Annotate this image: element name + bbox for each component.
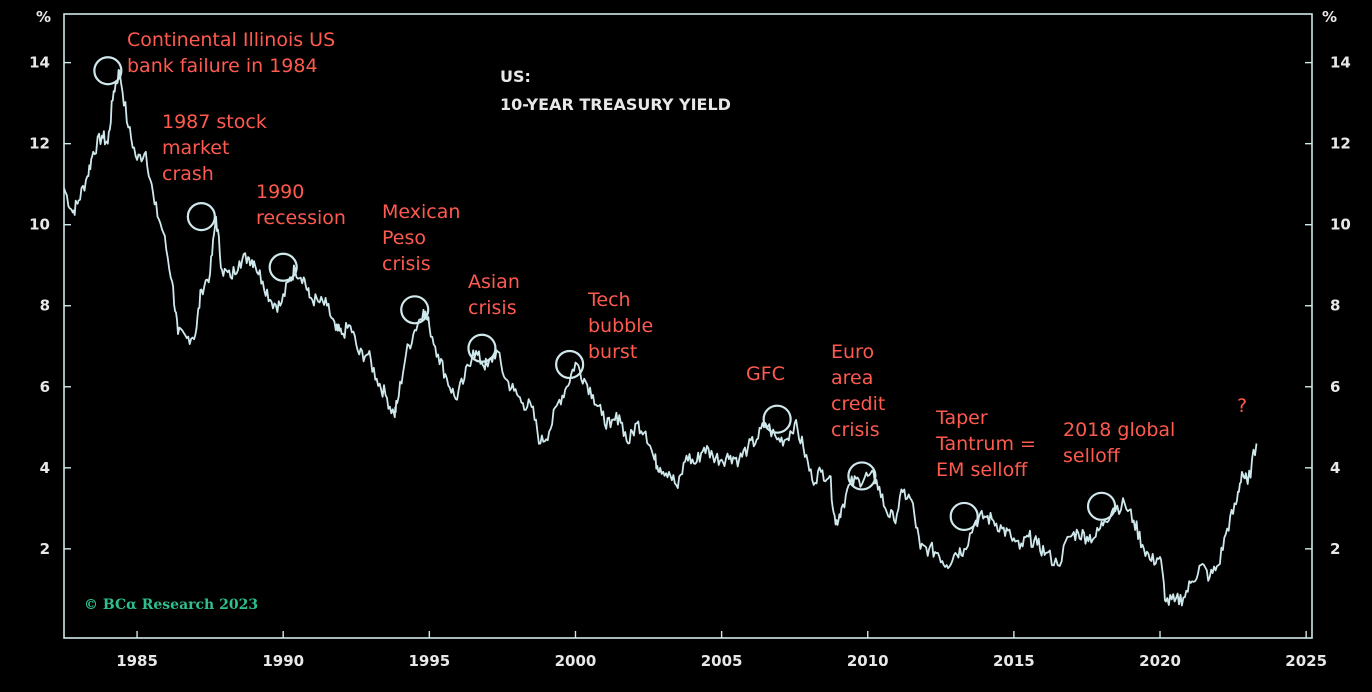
annotation-line: Continental Illinois US [127,29,335,51]
credit-label: © BCα Research 2023 [84,597,258,613]
annotation: Euro area credit crisis [831,341,885,491]
chart-subtitle: 10-YEAR TREASURY YIELD [500,95,731,114]
annotation-circle [400,295,430,325]
annotation-line: crisis [382,253,431,275]
annotation: Tech bubble burst [555,289,653,380]
x-tick-label: 1990 [262,652,304,670]
annotation-circle [847,461,877,491]
annotation-line: GFC [746,363,785,385]
annotation: ? [1237,395,1247,417]
annotation-label: Continental Illinois US bank failure in 1… [127,29,335,77]
annotation-line: selloff [1063,445,1121,467]
annotation-line: 1990 [256,181,304,203]
annotation-line: market [162,137,229,159]
annotation-label: Taper Tantrum = EM selloff [935,407,1036,481]
x-tick-label: 2005 [701,652,743,670]
annotation-line: Asian [468,271,520,293]
annotation-line: Euro [831,341,874,363]
annotation-line: Tech [587,289,631,311]
y-tick-label-right: 12 [1330,135,1351,153]
event-annotations: Continental Illinois US bank failure in 1… [93,29,1247,532]
annotation-line: bank failure in 1984 [127,55,318,77]
y-tick-label-right: 4 [1330,459,1340,477]
annotation-circle [93,56,123,86]
x-tick-label: 2015 [993,652,1035,670]
y-tick-label-left: 2 [40,540,50,558]
x-tick-label: 1995 [408,652,450,670]
annotation-line: credit [831,393,885,415]
y-tick-label-right: 6 [1330,378,1340,396]
annotation-label: GFC [746,363,785,385]
y-tick-label-left: 12 [29,135,50,153]
annotation-circle [268,252,298,282]
annotation-label: 2018 global selloff [1063,419,1175,467]
y-tick-label-right: 8 [1330,297,1340,315]
y-tick-label-left: 8 [40,297,50,315]
x-tick-label: 2010 [847,652,889,670]
annotation-line: Peso [382,227,426,249]
y-tick-label-left: 10 [29,216,50,234]
annotation-line: 2018 global [1063,419,1175,441]
y-unit-left: % [36,8,51,26]
annotation-circle [762,404,792,434]
y-unit-right: % [1322,8,1337,26]
annotation-label: Asian crisis [468,271,520,319]
y-tick-label-left: 6 [40,378,50,396]
axis-ticks: 1985 1990 1995 2000 2005 2010 2015 2020 2025 2 2 4 4… [29,54,1351,670]
annotation-label: 1987 stock market crash [162,111,267,185]
annotation-line: crisis [468,297,517,319]
y-tick-label-right: 2 [1330,540,1340,558]
annotation-circle [555,349,585,380]
annotation-line: Mexican [382,201,460,223]
annotation-line: crisis [831,419,880,441]
annotation-line: area [831,367,873,389]
annotation-circle [186,201,216,232]
annotation: Taper Tantrum = EM selloff [935,407,1036,532]
x-tick-label: 2000 [555,652,597,670]
annotation: 2018 global selloff [1063,419,1175,521]
chart-title: US: [500,67,531,86]
annotation: Continental Illinois US bank failure in 1… [93,29,335,86]
annotation-label: Euro area credit crisis [831,341,885,441]
annotation: 1987 stock market crash [162,111,267,232]
annotation-label: Mexican Peso crisis [382,201,460,275]
annotation: 1990 recession [256,181,346,282]
annotation-line: Tantrum = [935,433,1036,455]
y-tick-label-left: 14 [29,54,50,72]
yield-series-line [63,69,1258,607]
y-tick-label-right: 14 [1330,54,1351,72]
annotation-circle [467,333,497,363]
x-tick-label: 2020 [1139,652,1181,670]
annotation-line: recession [256,207,346,229]
annotation-label: ? [1237,395,1247,417]
annotation-line: ? [1237,395,1247,417]
annotation-line: bubble [588,315,653,337]
chart-axes [63,13,1313,639]
x-tick-label: 1985 [116,652,158,670]
annotation-label: Tech bubble burst [587,289,653,363]
annotation-line: 1987 stock [162,111,267,133]
annotation-circle [949,501,979,532]
y-tick-label-right: 10 [1330,216,1351,234]
annotation-line: EM selloff [936,459,1028,481]
y-tick-label-left: 4 [40,459,50,477]
annotation-line: Taper [935,407,988,429]
annotation-line: crash [162,163,214,185]
plot-frame [63,13,1313,639]
annotation-line: burst [588,341,637,363]
annotation: Mexican Peso crisis [382,201,460,325]
annotation: GFC [746,363,792,434]
annotation-label: 1990 recession [256,181,346,229]
annotation: Asian crisis [467,271,520,363]
x-tick-label: 2025 [1285,652,1327,670]
annotation-circle [1086,491,1117,521]
